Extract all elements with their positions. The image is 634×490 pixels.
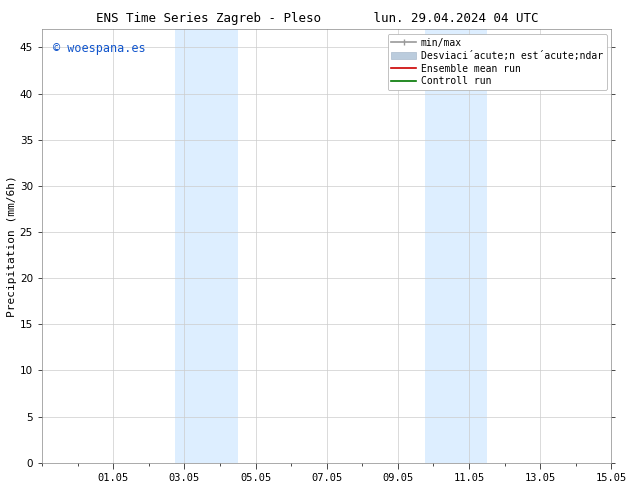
Bar: [176, 29, 238, 463]
Text: © woespana.es: © woespana.es: [53, 42, 146, 55]
Y-axis label: Precipitation (mm/6h): Precipitation (mm/6h): [7, 175, 17, 317]
Legend: min/max, Desviaci´acute;n est´acute;ndar, Ensemble mean run, Controll run: min/max, Desviaci´acute;n est´acute;ndar…: [387, 34, 607, 90]
Text: ENS Time Series Zagreb - Pleso       lun. 29.04.2024 04 UTC: ENS Time Series Zagreb - Pleso lun. 29.0…: [96, 12, 538, 25]
Bar: [425, 29, 487, 463]
